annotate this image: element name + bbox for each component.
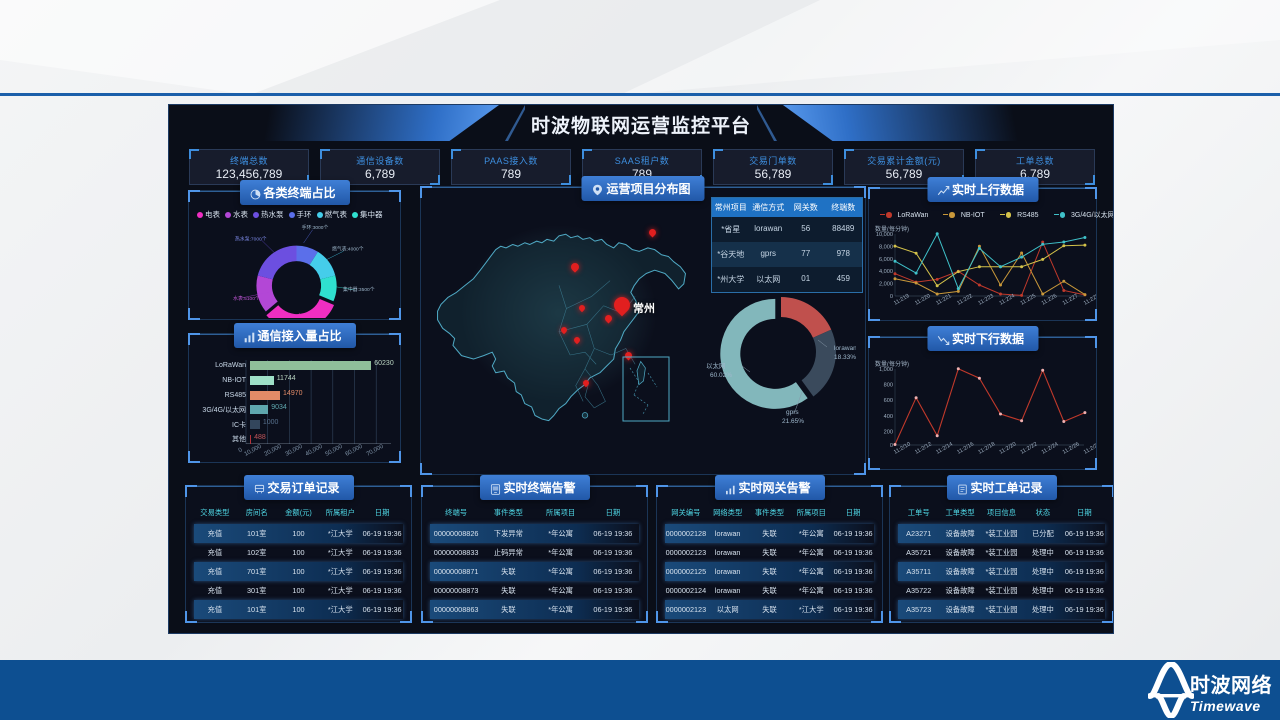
svg-text:11:227: 11:227 — [1062, 293, 1079, 307]
svg-text:11:2/22: 11:2/22 — [1020, 441, 1039, 455]
svg-text:11:2/14: 11:2/14 — [935, 441, 954, 455]
svg-text:11:2/18: 11:2/18 — [977, 441, 996, 455]
svg-text:手环:3000个: 手环:3000个 — [302, 224, 329, 231]
svg-text:热水泵:7000个: 热水泵:7000个 — [235, 235, 267, 242]
svg-text:0: 0 — [890, 294, 893, 300]
svg-text:以太网: 以太网 — [706, 361, 726, 370]
svg-text:水表:5100个: 水表:5100个 — [233, 295, 260, 302]
svg-text:600: 600 — [884, 398, 893, 404]
svg-text:11:223: 11:223 — [977, 293, 994, 307]
svg-text:燃气表:4000个: 燃气表:4000个 — [332, 246, 364, 253]
svg-text:集中器:3500个: 集中器:3500个 — [343, 286, 375, 293]
svg-text:2,000: 2,000 — [879, 282, 893, 288]
svg-text:gprs: gprs — [786, 409, 799, 416]
svg-text:4,000: 4,000 — [879, 269, 893, 275]
svg-text:11:219: 11:219 — [893, 293, 910, 307]
svg-text:60.02%: 60.02% — [710, 372, 732, 379]
svg-text:11:220: 11:220 — [914, 293, 931, 307]
svg-text:1,000: 1,000 — [879, 367, 893, 373]
svg-text:18.33%: 18.33% — [834, 354, 856, 361]
svg-text:0: 0 — [890, 443, 893, 449]
svg-text:6,000: 6,000 — [879, 257, 893, 263]
svg-text:lorawan: lorawan — [834, 345, 856, 352]
svg-text:11:2/28: 11:2/28 — [1083, 441, 1096, 455]
svg-text:11:2/24: 11:2/24 — [1041, 441, 1060, 455]
svg-text:11:2/16: 11:2/16 — [956, 441, 975, 455]
svg-text:11:2/20: 11:2/20 — [999, 441, 1018, 455]
svg-text:11:2/26: 11:2/26 — [1062, 441, 1081, 455]
svg-text:11:222: 11:222 — [956, 293, 973, 307]
svg-text:21.65%: 21.65% — [782, 418, 804, 425]
svg-text:200: 200 — [884, 429, 893, 435]
svg-text:800: 800 — [884, 383, 893, 389]
svg-text:400: 400 — [884, 414, 893, 420]
svg-text:11:2/12: 11:2/12 — [914, 441, 933, 455]
svg-text:8,000: 8,000 — [879, 244, 893, 250]
svg-text:10,000: 10,000 — [876, 232, 893, 238]
